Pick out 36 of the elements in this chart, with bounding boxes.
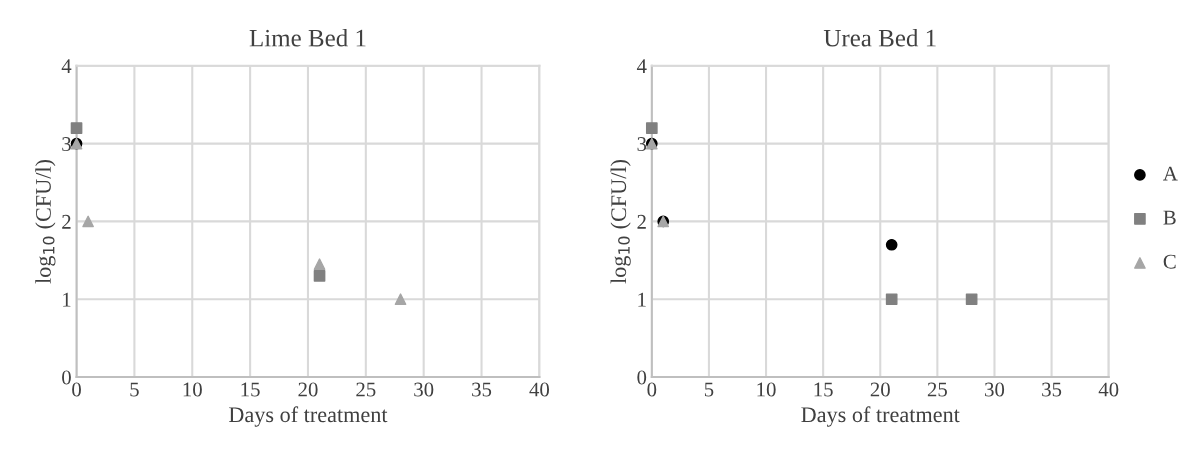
y-tick-label: 3 (62, 137, 71, 152)
chart-title: Lime Bed 1 (249, 29, 366, 47)
x-tick-label: 30 (985, 382, 1005, 397)
x-tick-label: 0 (647, 382, 657, 397)
legend-label: B (1163, 210, 1176, 225)
x-tick-label: 20 (870, 382, 890, 397)
x-tick-label: 40 (1098, 382, 1119, 397)
y-tick-label: 0 (637, 370, 647, 385)
x-tick-label: 35 (472, 382, 492, 397)
y-axis-title: log$_{10}$ (CFU/l) (610, 160, 631, 284)
x-tick-label: 15 (814, 382, 833, 397)
y-tick-label: 1 (638, 292, 646, 307)
x-tick-label: 10 (183, 382, 202, 397)
y-tick-label: 3 (637, 137, 647, 152)
y-tick-label: 1 (63, 292, 71, 307)
x-axis-title: Days of treatment (801, 406, 960, 427)
x-axis-title: Days of treatment (229, 406, 388, 427)
y-tick-label: 2 (62, 214, 71, 229)
chart-title: Urea Bed 1 (823, 29, 936, 47)
x-tick-label: 30 (414, 382, 434, 397)
x-tick-label: 5 (704, 382, 714, 397)
x-tick-label: 10 (757, 382, 776, 397)
legend-label: C (1163, 254, 1176, 269)
x-tick-label: 35 (1042, 382, 1062, 397)
y-axis-title: log$_{10}$ (CFU/l) (35, 160, 56, 284)
x-tick-label: 15 (241, 382, 260, 397)
y-tick-label: 4 (636, 59, 647, 74)
y-tick-label: 2 (637, 214, 646, 229)
x-tick-label: 25 (356, 382, 376, 397)
x-tick-label: 20 (298, 382, 318, 397)
legend-label: A (1163, 166, 1178, 181)
x-tick-label: 25 (927, 382, 947, 397)
y-tick-label: 0 (62, 370, 71, 385)
y-tick-label: 4 (61, 59, 72, 74)
x-tick-label: 40 (529, 382, 550, 397)
x-tick-label: 5 (130, 382, 139, 397)
